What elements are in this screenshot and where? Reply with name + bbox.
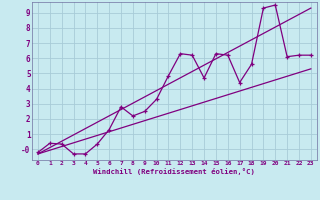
- X-axis label: Windchill (Refroidissement éolien,°C): Windchill (Refroidissement éolien,°C): [93, 168, 255, 175]
